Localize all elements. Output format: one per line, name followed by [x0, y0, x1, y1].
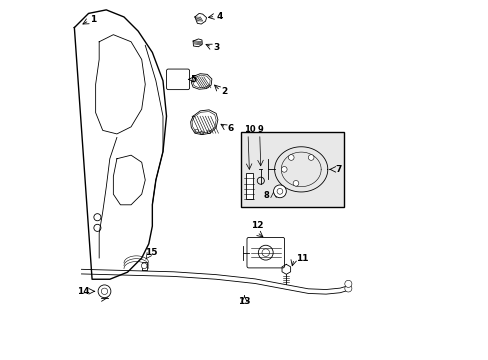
- Text: 12: 12: [250, 221, 263, 230]
- Circle shape: [281, 167, 286, 172]
- Polygon shape: [113, 155, 145, 205]
- Text: 2: 2: [221, 87, 227, 96]
- Polygon shape: [190, 110, 218, 135]
- Text: 3: 3: [212, 43, 219, 52]
- FancyBboxPatch shape: [166, 69, 189, 90]
- Text: 8: 8: [263, 191, 269, 200]
- Polygon shape: [74, 10, 166, 279]
- Circle shape: [344, 285, 351, 292]
- Circle shape: [273, 185, 286, 198]
- Polygon shape: [282, 264, 290, 274]
- Circle shape: [344, 280, 351, 287]
- Circle shape: [288, 155, 293, 160]
- Polygon shape: [96, 35, 145, 134]
- Bar: [246, 173, 252, 199]
- Bar: [241, 132, 343, 207]
- Polygon shape: [195, 13, 206, 24]
- Text: 15: 15: [144, 248, 157, 257]
- Polygon shape: [142, 261, 147, 270]
- Polygon shape: [191, 74, 211, 89]
- Text: 13: 13: [238, 297, 250, 306]
- Text: 5: 5: [190, 75, 197, 84]
- Text: 1: 1: [90, 15, 96, 24]
- FancyBboxPatch shape: [246, 238, 284, 268]
- Text: 11: 11: [295, 254, 308, 263]
- Circle shape: [141, 263, 147, 269]
- Text: 9: 9: [258, 125, 263, 134]
- Text: 10: 10: [244, 125, 256, 134]
- Circle shape: [292, 180, 298, 186]
- Circle shape: [308, 155, 313, 160]
- Text: 7: 7: [334, 165, 341, 174]
- Text: 6: 6: [226, 124, 233, 133]
- Text: 4: 4: [216, 12, 223, 21]
- Text: 14: 14: [77, 287, 89, 296]
- Circle shape: [98, 285, 111, 298]
- Polygon shape: [193, 39, 202, 47]
